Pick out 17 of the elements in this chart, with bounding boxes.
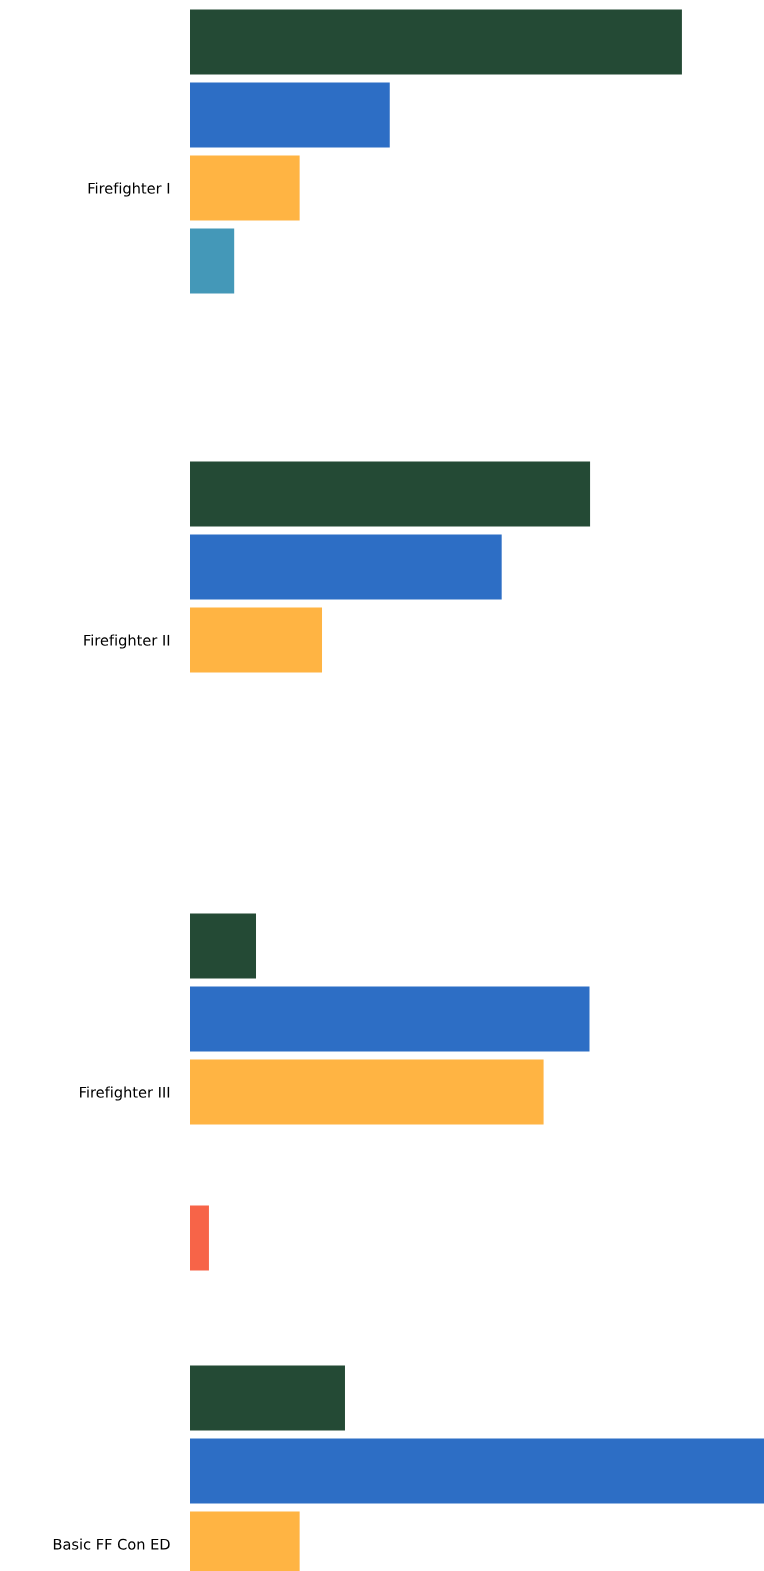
bar: [190, 1365, 345, 1431]
bar: [190, 1059, 544, 1125]
y-tick-label: Firefighter III: [80, 1086, 170, 1101]
bar: [190, 461, 591, 527]
bar: [190, 9, 682, 75]
bar: [190, 607, 323, 673]
bar: [190, 82, 390, 148]
y-tick-label: Basic FF Con ED: [53, 1538, 170, 1550]
y-tick-label: Firefighter I: [88, 182, 170, 197]
bar: [190, 1438, 764, 1504]
bar: [190, 534, 502, 600]
bar: [190, 913, 257, 979]
bar: [190, 155, 300, 221]
bar: [190, 1205, 209, 1271]
bar: [190, 228, 235, 294]
bar: [190, 986, 590, 1052]
y-tick-label: Firefighter II: [84, 634, 170, 649]
